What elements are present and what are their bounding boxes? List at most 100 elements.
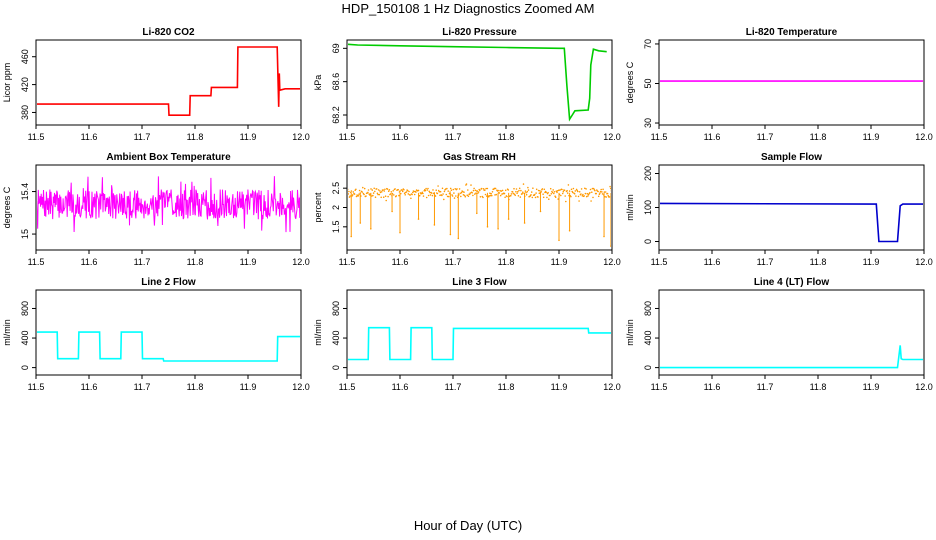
subplot-7: Line 2 Flow ml/min 11.5 11.6 11.7 11.8 11.9 12.…: [2, 277, 310, 392]
subplot-9: Line 4 (LT) Flow ml/min 11.5 11.6 11.7 11.8 11…: [625, 277, 933, 392]
y-tick-label: 400: [331, 331, 341, 346]
figure-x-axis-label: Hour of Day (UTC): [413, 518, 523, 533]
x-tick-label: 11.5: [28, 382, 45, 392]
subplot-1: Li-820 CO2 Licor ppm 11.5 11.6 11.7 11.8 11.9 1…: [2, 27, 310, 142]
data-line: [660, 345, 923, 369]
plot-frame: [346, 164, 613, 251]
data-series: [348, 183, 611, 247]
x-tick-label: 11.7: [134, 132, 151, 142]
data-line: [37, 176, 300, 233]
y-axis-label: ml/min: [625, 319, 635, 346]
y-tick-label: 800: [643, 301, 653, 316]
x-tick-label: 11.6: [81, 132, 98, 142]
x-tick-label: 11.9: [863, 132, 880, 142]
subplot-title: Li-820 Temperature: [746, 27, 838, 38]
x-tick-label: 11.6: [704, 257, 721, 267]
x-tick-label: 11.9: [551, 132, 568, 142]
x-tick-label: 11.9: [240, 132, 257, 142]
data-series: [348, 326, 611, 361]
plot-frame: [35, 164, 302, 251]
subplot-5: Gas Stream RH percent 11.5 11.6 11.7 11.8 11.9…: [313, 152, 621, 267]
plot-frame: [346, 39, 613, 126]
x-tick-label: 11.6: [704, 382, 721, 392]
x-tick-label: 11.7: [757, 382, 774, 392]
x-tick-label: 11.5: [339, 257, 356, 267]
data-line: [348, 326, 611, 361]
y-tick-label: 460: [20, 49, 30, 64]
x-tick-label: 11.6: [392, 257, 409, 267]
y-tick-label: 68.2: [331, 106, 341, 124]
x-tick-label: 11.6: [81, 257, 98, 267]
y-tick-label: 0: [643, 239, 653, 244]
y-tick-label: 800: [331, 301, 341, 316]
y-tick-label: 800: [20, 301, 30, 316]
data-series: [348, 43, 607, 122]
subplot-title: Li-820 CO2: [142, 27, 195, 38]
plot-frame: [346, 289, 613, 376]
subplot-title: Line 2 Flow: [141, 277, 196, 288]
x-tick-label: 11.9: [863, 257, 880, 267]
y-tick-label: 2: [331, 205, 341, 210]
subplot-title: Li-820 Pressure: [442, 27, 517, 38]
x-tick-label: 11.8: [187, 257, 204, 267]
x-tick-label: 11.8: [498, 132, 515, 142]
x-tick-label: 11.5: [651, 257, 668, 267]
data-line: [660, 202, 923, 243]
data-series: [660, 345, 923, 369]
subplot-title: Line 4 (LT) Flow: [754, 277, 830, 288]
x-tick-label: 11.8: [187, 382, 204, 392]
x-tick-label: 11.6: [704, 132, 721, 142]
subplot-title: Gas Stream RH: [443, 152, 516, 163]
data-line: [37, 46, 300, 116]
x-tick-label: 11.7: [134, 382, 151, 392]
x-tick-label: 11.9: [240, 382, 257, 392]
x-tick-label: 12.0: [292, 132, 310, 142]
plot-frame: [35, 39, 302, 126]
x-tick-label: 11.8: [810, 132, 827, 142]
data-series: [37, 176, 300, 233]
y-axis-label: ml/min: [313, 319, 323, 346]
x-tick-label: 11.5: [339, 132, 356, 142]
x-tick-label: 11.8: [810, 382, 827, 392]
y-tick-label: 0: [331, 365, 341, 370]
data-line: [348, 43, 607, 122]
x-tick-label: 11.7: [445, 132, 462, 142]
x-tick-label: 11.7: [445, 257, 462, 267]
y-axis-label: ml/min: [625, 194, 635, 221]
y-tick-label: 15: [20, 229, 30, 239]
subplot-2: Li-820 Pressure kPa 11.5 11.6 11.7 11.8 11.9 12…: [313, 27, 621, 142]
x-tick-label: 12.0: [915, 257, 933, 267]
x-tick-label: 11.5: [28, 257, 45, 267]
y-tick-label: 1.5: [331, 221, 341, 234]
y-tick-label: 30: [643, 118, 653, 128]
y-axis-label: ml/min: [2, 319, 12, 346]
y-tick-label: 70: [643, 39, 653, 49]
x-tick-label: 11.7: [757, 132, 774, 142]
y-axis-label: degrees C: [2, 186, 12, 228]
x-tick-label: 11.7: [134, 257, 151, 267]
x-tick-label: 11.9: [551, 382, 568, 392]
x-tick-label: 11.8: [187, 132, 204, 142]
subplot-6: Sample Flow ml/min 11.5 11.6 11.7 11.8 11.9 12.…: [625, 152, 933, 267]
x-tick-label: 11.7: [757, 257, 774, 267]
x-tick-label: 12.0: [603, 257, 621, 267]
x-tick-label: 12.0: [292, 382, 310, 392]
x-tick-label: 12.0: [603, 382, 621, 392]
y-axis-label: percent: [313, 192, 323, 223]
x-tick-label: 11.6: [392, 132, 409, 142]
plot-frame: [658, 164, 925, 251]
x-tick-label: 11.8: [498, 382, 515, 392]
data-series: [37, 331, 300, 362]
subplot-title: Line 3 Flow: [452, 277, 507, 288]
y-axis-label: kPa: [313, 75, 323, 91]
y-tick-label: 68.6: [331, 73, 341, 91]
x-tick-label: 12.0: [915, 382, 933, 392]
x-tick-label: 11.5: [28, 132, 45, 142]
data-line: [37, 331, 300, 362]
x-tick-label: 11.8: [498, 257, 515, 267]
y-tick-label: 380: [20, 105, 30, 120]
y-tick-label: 50: [643, 78, 653, 88]
x-tick-label: 11.6: [81, 382, 98, 392]
y-tick-label: 400: [643, 331, 653, 346]
